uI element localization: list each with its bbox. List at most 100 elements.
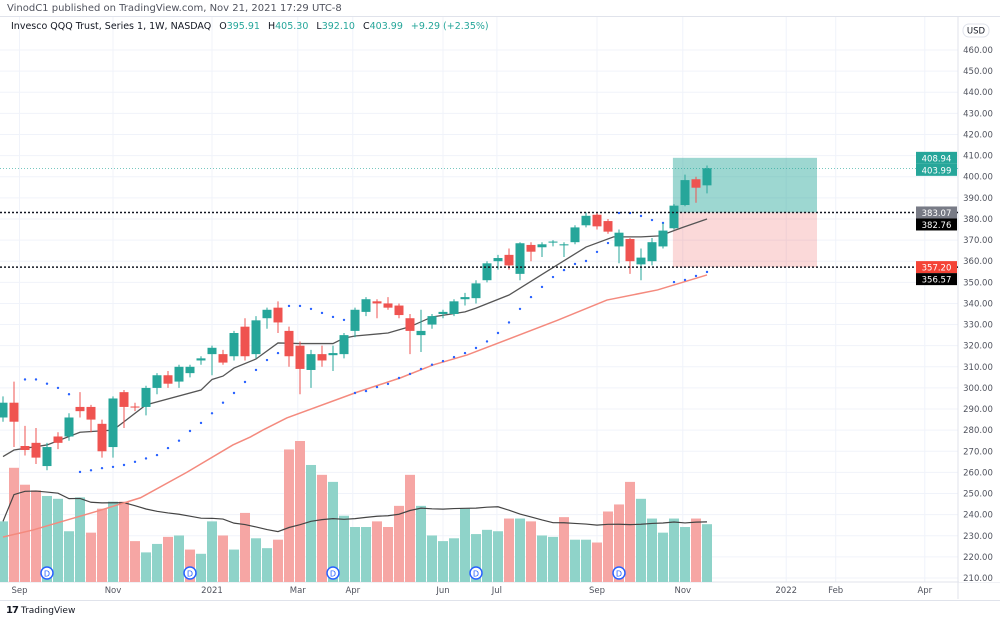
candle-body — [636, 257, 646, 265]
sar-dot — [287, 304, 291, 308]
candle-body — [438, 311, 448, 314]
price-tick-label: 430.00 — [963, 109, 993, 119]
sar-dot — [441, 359, 445, 363]
price-tick-label: 300.00 — [963, 384, 993, 394]
candle-body — [515, 243, 525, 274]
sar-dot — [639, 214, 643, 218]
candle — [537, 242, 547, 257]
sar-dot — [133, 460, 137, 464]
dividend-marker[interactable]: D — [612, 566, 626, 580]
low-label: L — [316, 21, 322, 32]
candle-body — [537, 244, 547, 248]
symbol-title[interactable]: Invesco QQQ Trust, Series 1, 1W, NASDAQ — [11, 21, 212, 32]
sar-dot — [342, 318, 346, 322]
candle-body — [163, 375, 173, 384]
candle-body — [174, 366, 184, 382]
volume-bar — [669, 518, 679, 582]
dividend-marker[interactable]: D — [183, 566, 197, 580]
candle-body — [339, 335, 349, 355]
candle-body — [119, 392, 129, 407]
volume-bar — [240, 512, 250, 582]
time-tick-label: Mar — [290, 586, 307, 596]
candle-body — [680, 180, 690, 206]
volume-bar — [581, 539, 591, 582]
dividend-icon — [40, 566, 54, 580]
volume-bar — [86, 532, 96, 582]
price-tick-label: 400.00 — [963, 173, 993, 183]
footer-brand: TradingView — [20, 605, 76, 616]
candle — [328, 345, 338, 372]
volume-bar — [570, 539, 580, 582]
price-tick-label: 410.00 — [963, 152, 993, 162]
candle-body — [603, 221, 613, 232]
tradingview-logo-icon: 𝟭𝟳 — [6, 605, 19, 616]
candle-body — [207, 347, 217, 355]
candle-body — [108, 398, 118, 448]
sar-dot — [34, 378, 38, 381]
candle-body — [64, 417, 74, 437]
sar-dot — [276, 351, 280, 355]
sar-dot — [606, 241, 610, 245]
volume-ma-line — [2, 490, 708, 533]
sar-dot — [705, 270, 709, 274]
candle-body — [86, 406, 96, 420]
price-tag-bg — [916, 218, 957, 231]
volume-bar — [471, 534, 481, 582]
sar-dot — [232, 391, 236, 395]
price-tick-label: 320.00 — [963, 342, 993, 352]
sar-dot — [144, 457, 148, 460]
volume-bar — [350, 527, 360, 582]
candle — [438, 309, 448, 319]
volume-bar — [273, 539, 283, 582]
candle — [504, 248, 514, 270]
candle-body — [449, 301, 459, 314]
dividend-marker[interactable]: D — [469, 566, 483, 580]
sar-dot — [672, 280, 676, 284]
candle — [152, 373, 162, 395]
candle — [196, 356, 206, 365]
candle-body — [328, 353, 338, 356]
sar-dot — [177, 439, 181, 442]
sar-dot — [562, 268, 566, 272]
price-chart[interactable]: D D D D D 210.00 220.00 230.00 240.00 250.00 260.0… — [0, 0, 1000, 600]
price-tick-label: 370.00 — [963, 236, 993, 246]
candle-body — [460, 297, 470, 300]
price-tick-label: 390.00 — [963, 194, 993, 204]
open-label: O — [219, 21, 227, 32]
price-tick-label: 360.00 — [963, 257, 993, 267]
currency-badge — [962, 23, 990, 38]
candle-body — [0, 402, 8, 418]
price-tick-label: 240.00 — [963, 511, 993, 521]
candle-body — [20, 446, 30, 451]
candle-body — [317, 354, 327, 361]
dividend-label: D — [616, 570, 622, 579]
volume-bar — [680, 527, 690, 582]
volume-bar — [658, 532, 668, 582]
volume-bar — [427, 535, 437, 582]
candle — [603, 218, 613, 234]
price-tick-label: 330.00 — [963, 321, 993, 331]
candle — [581, 212, 591, 228]
price-tick-label: 340.00 — [963, 299, 993, 309]
candle-body — [350, 309, 360, 331]
candle-body — [75, 406, 85, 412]
volume-bar — [218, 535, 228, 582]
volume-bar — [9, 467, 19, 582]
sar-dot — [155, 453, 159, 457]
candle — [350, 307, 360, 338]
candle-body — [548, 241, 558, 243]
candle — [130, 402, 140, 412]
candle — [20, 425, 30, 456]
dividend-marker[interactable]: D — [326, 566, 340, 580]
dividend-icon — [469, 566, 483, 580]
price-axis — [959, 17, 1000, 582]
dividend-marker[interactable]: D — [40, 566, 54, 580]
price-tag-text: 383.07 — [922, 209, 952, 219]
volume-bar — [196, 553, 206, 582]
price-tick-label: 460.00 — [963, 46, 993, 56]
candle-body — [152, 375, 162, 388]
price-label-tag: 408.94 — [916, 151, 957, 164]
currency-button[interactable]: USD — [962, 23, 990, 38]
volume-bar — [306, 464, 316, 582]
sar-dot — [78, 470, 82, 474]
